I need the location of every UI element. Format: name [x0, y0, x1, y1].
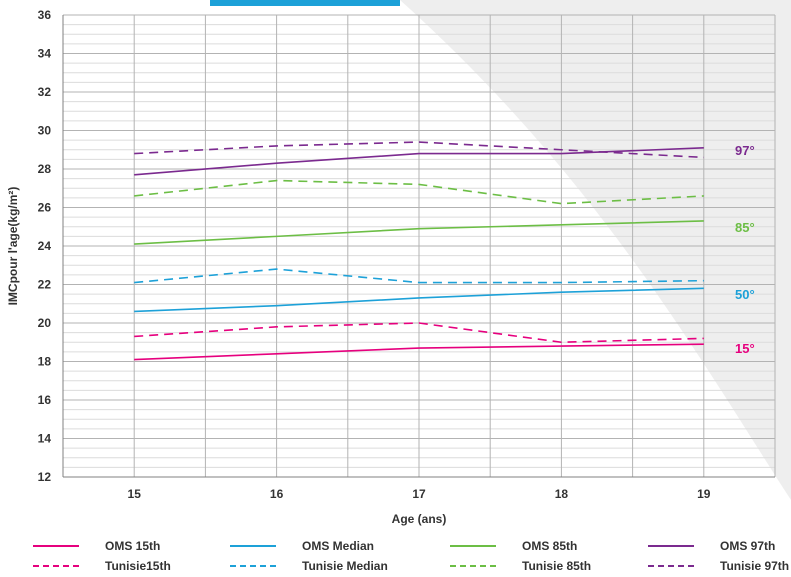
y-tick-label: 26	[38, 201, 52, 215]
chart-ticks: 12 14 16 18 20 22 24 26 28 30 32 34 36 15 16 17 18 19	[38, 8, 711, 501]
y-tick-label: 20	[38, 316, 52, 330]
legend-label: OMS Median	[302, 539, 375, 553]
legend-label: OMS 15th	[105, 539, 161, 553]
legend-item: Tunisie 85th	[450, 557, 591, 575]
legend-swatch	[33, 565, 79, 567]
legend-label: OMS 97th	[720, 539, 776, 553]
legend-swatch	[450, 545, 496, 547]
y-tick-label: 30	[38, 124, 52, 138]
series-line-oms-85th	[134, 220, 704, 245]
series-line-oms-15th	[134, 343, 704, 361]
chart-series	[134, 141, 704, 361]
x-tick-label: 15	[128, 487, 142, 501]
y-tick-label: 24	[38, 239, 52, 253]
legend-item: OMS 97th	[648, 537, 775, 555]
y-tick-label: 36	[38, 8, 52, 22]
legend-label: Tunisie 85th	[522, 559, 592, 573]
series-line-oms-97th	[134, 147, 704, 176]
legend-item: OMS 85th	[450, 537, 577, 555]
y-axis-title: IMCpour l'age(kg/m²)	[6, 187, 20, 306]
y-tick-label: 28	[38, 162, 52, 176]
y-tick-label: 34	[38, 47, 52, 61]
percentile-label: 97°	[735, 143, 755, 158]
x-axis-title: Age (ans)	[392, 512, 447, 526]
series-line-oms-median	[134, 287, 704, 313]
series-line-tunisie-97th	[134, 141, 704, 159]
x-tick-label: 16	[270, 487, 284, 501]
legend-swatch	[230, 545, 276, 547]
legend-label: Tunisie15th	[105, 559, 171, 573]
chart-legend: OMS 15th OMS Median OMS 85th OMS 97th Tunisi…	[0, 536, 791, 577]
chart-grid	[62, 14, 776, 478]
y-tick-label: 16	[38, 393, 52, 407]
legend-swatch	[648, 545, 694, 547]
legend-item: OMS 15th	[33, 537, 160, 555]
y-tick-label: 12	[38, 470, 52, 484]
legend-swatch	[648, 565, 694, 567]
legend-label: Tunisie 97th	[720, 559, 790, 573]
series-line-tunisie-85th	[134, 179, 704, 205]
legend-item: Tunisie 97th	[648, 557, 789, 575]
series-line-tunisie-median	[134, 268, 704, 284]
y-tick-label: 32	[38, 85, 52, 99]
legend-item: Tunisie Median	[230, 557, 388, 575]
legend-label: OMS 85th	[522, 539, 578, 553]
percentile-label: 85°	[735, 220, 755, 235]
x-tick-label: 19	[697, 487, 711, 501]
chart-percentile-labels: 97° 85° 50° 15°	[735, 143, 755, 356]
legend-swatch	[230, 565, 276, 567]
percentile-label: 15°	[735, 341, 755, 356]
y-tick-label: 14	[38, 432, 52, 446]
y-tick-label: 22	[38, 278, 52, 292]
x-tick-label: 18	[555, 487, 569, 501]
y-tick-label: 18	[38, 355, 52, 369]
chart: 12 14 16 18 20 22 24 26 28 30 32 34 36 15 16 17 18 19 97°…	[6, 8, 776, 526]
legend-swatch	[450, 565, 496, 567]
series-line-tunisie15th	[134, 322, 704, 344]
x-tick-label: 17	[412, 487, 426, 501]
legend-item: Tunisie15th	[33, 557, 171, 575]
legend-swatch	[33, 545, 79, 547]
percentile-label: 50°	[735, 287, 755, 302]
legend-item: OMS Median	[230, 537, 374, 555]
legend-label: Tunisie Median	[302, 559, 388, 573]
